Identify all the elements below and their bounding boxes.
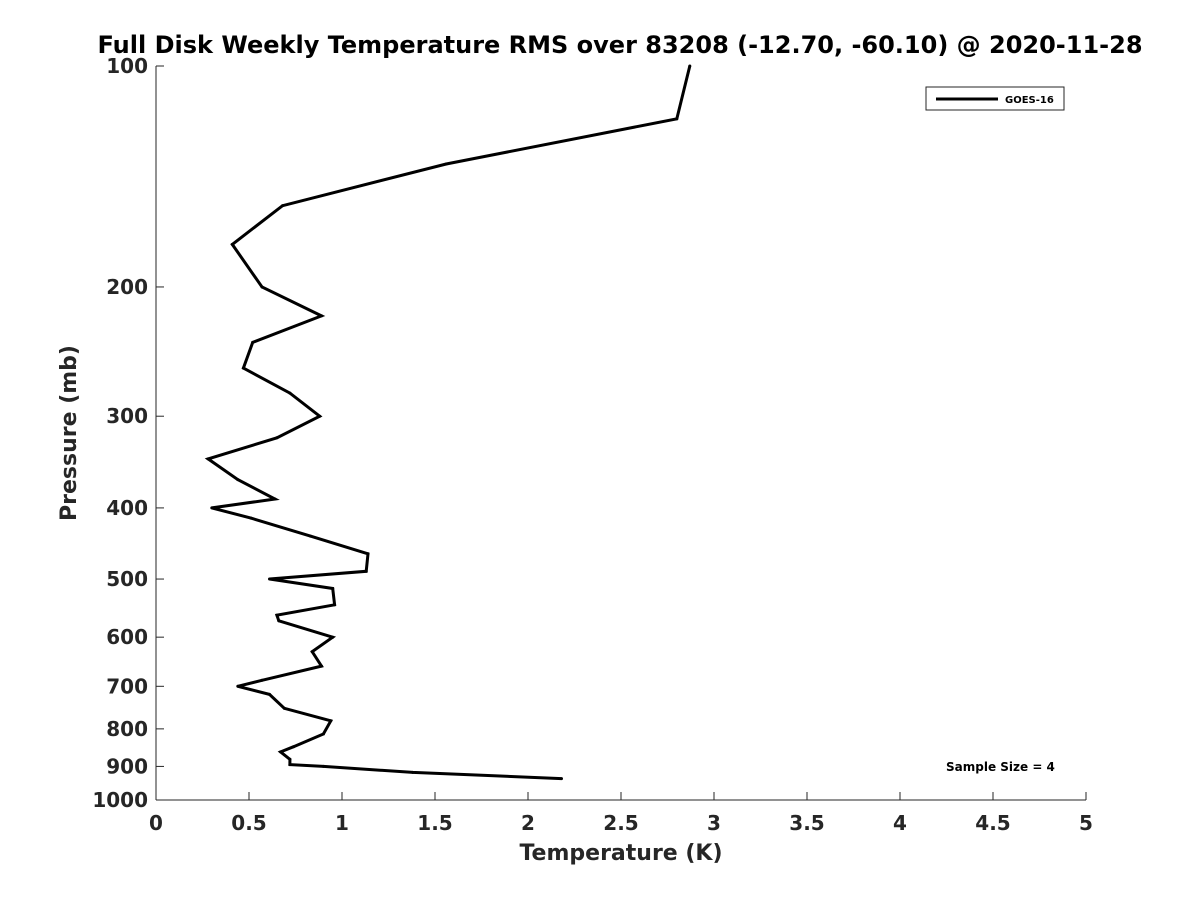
data-point — [444, 162, 448, 166]
y-tick-label: 700 — [106, 674, 148, 698]
data-point — [333, 603, 337, 607]
series-layer — [204, 64, 692, 781]
data-point — [236, 478, 240, 482]
data-point — [320, 664, 323, 668]
y-tick-label: 100 — [106, 54, 148, 78]
x-tick-label: 4 — [893, 811, 907, 835]
data-point — [260, 678, 264, 682]
y-ticks: 100 200 300 400 500 600 700 800 900 1000 — [92, 54, 164, 812]
data-point — [273, 497, 277, 501]
data-point — [210, 506, 214, 510]
x-tick-label: 0.5 — [231, 811, 266, 835]
x-tick-label: 2.5 — [603, 811, 638, 835]
data-point — [260, 285, 264, 289]
data-point — [277, 619, 281, 623]
data-point — [288, 757, 292, 761]
y-tick-label: 1000 — [92, 788, 148, 812]
data-point — [321, 764, 325, 768]
x-ticks: 0 0.5 1 1.5 2 2.5 3 3.5 4 4.5 5 — [149, 792, 1093, 835]
x-tick-label: 3.5 — [789, 811, 824, 835]
data-point — [281, 204, 284, 208]
data-point — [310, 650, 314, 654]
data-point — [241, 366, 245, 370]
series-line-goes-16 — [204, 65, 692, 781]
chart-title: Full Disk Weekly Temperature RMS over 83… — [97, 31, 1142, 59]
data-point — [320, 314, 323, 318]
data-point — [331, 635, 335, 639]
data-point — [292, 745, 296, 749]
data-point — [366, 552, 370, 556]
data-point — [249, 516, 253, 520]
y-tick-label: 300 — [106, 404, 148, 428]
y-tick-label: 500 — [106, 567, 148, 591]
x-tick-label: 1 — [335, 811, 349, 835]
x-tick-label: 1.5 — [417, 811, 452, 835]
data-point — [288, 391, 292, 395]
data-point — [321, 732, 325, 736]
y-axis-label: Pressure (mb) — [57, 345, 82, 521]
legend-label: GOES-16 — [1005, 95, 1054, 106]
data-point — [236, 684, 240, 688]
data-point — [411, 770, 415, 774]
data-point — [331, 587, 335, 590]
data-point — [675, 117, 679, 121]
data-point — [308, 534, 312, 538]
x-tick-label: 0 — [149, 811, 163, 835]
data-point — [688, 64, 692, 68]
data-point — [329, 719, 333, 723]
y-tick-label: 400 — [106, 496, 148, 520]
data-point — [268, 577, 271, 581]
data-point — [275, 436, 279, 440]
sample-size-annotation: Sample Size = 4 — [946, 760, 1055, 774]
data-point — [206, 457, 210, 461]
y-tick-label: 600 — [106, 625, 148, 649]
y-tick-label: 200 — [106, 275, 148, 299]
y-tick-label: 900 — [106, 754, 148, 778]
x-tick-label: 5 — [1079, 811, 1093, 835]
y-tick-label: 800 — [106, 717, 148, 741]
data-point — [230, 242, 234, 246]
data-point — [318, 414, 322, 418]
legend: GOES-16 — [925, 86, 1065, 111]
data-point — [288, 763, 292, 767]
data-point — [282, 706, 286, 710]
data-point — [251, 340, 255, 344]
x-axis-label: Temperature (K) — [519, 841, 722, 866]
x-tick-label: 3 — [707, 811, 721, 835]
data-point — [364, 569, 368, 573]
x-tick-label: 2 — [521, 811, 535, 835]
x-tick-label: 4.5 — [975, 811, 1010, 835]
data-point — [560, 777, 563, 781]
data-point — [268, 692, 271, 696]
axes — [155, 66, 1086, 801]
data-point — [275, 613, 279, 617]
data-point — [279, 750, 283, 754]
